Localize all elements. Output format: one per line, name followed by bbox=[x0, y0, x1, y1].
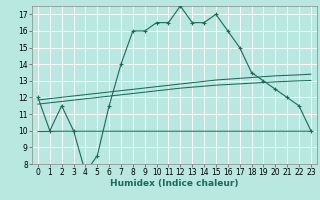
X-axis label: Humidex (Indice chaleur): Humidex (Indice chaleur) bbox=[110, 179, 239, 188]
